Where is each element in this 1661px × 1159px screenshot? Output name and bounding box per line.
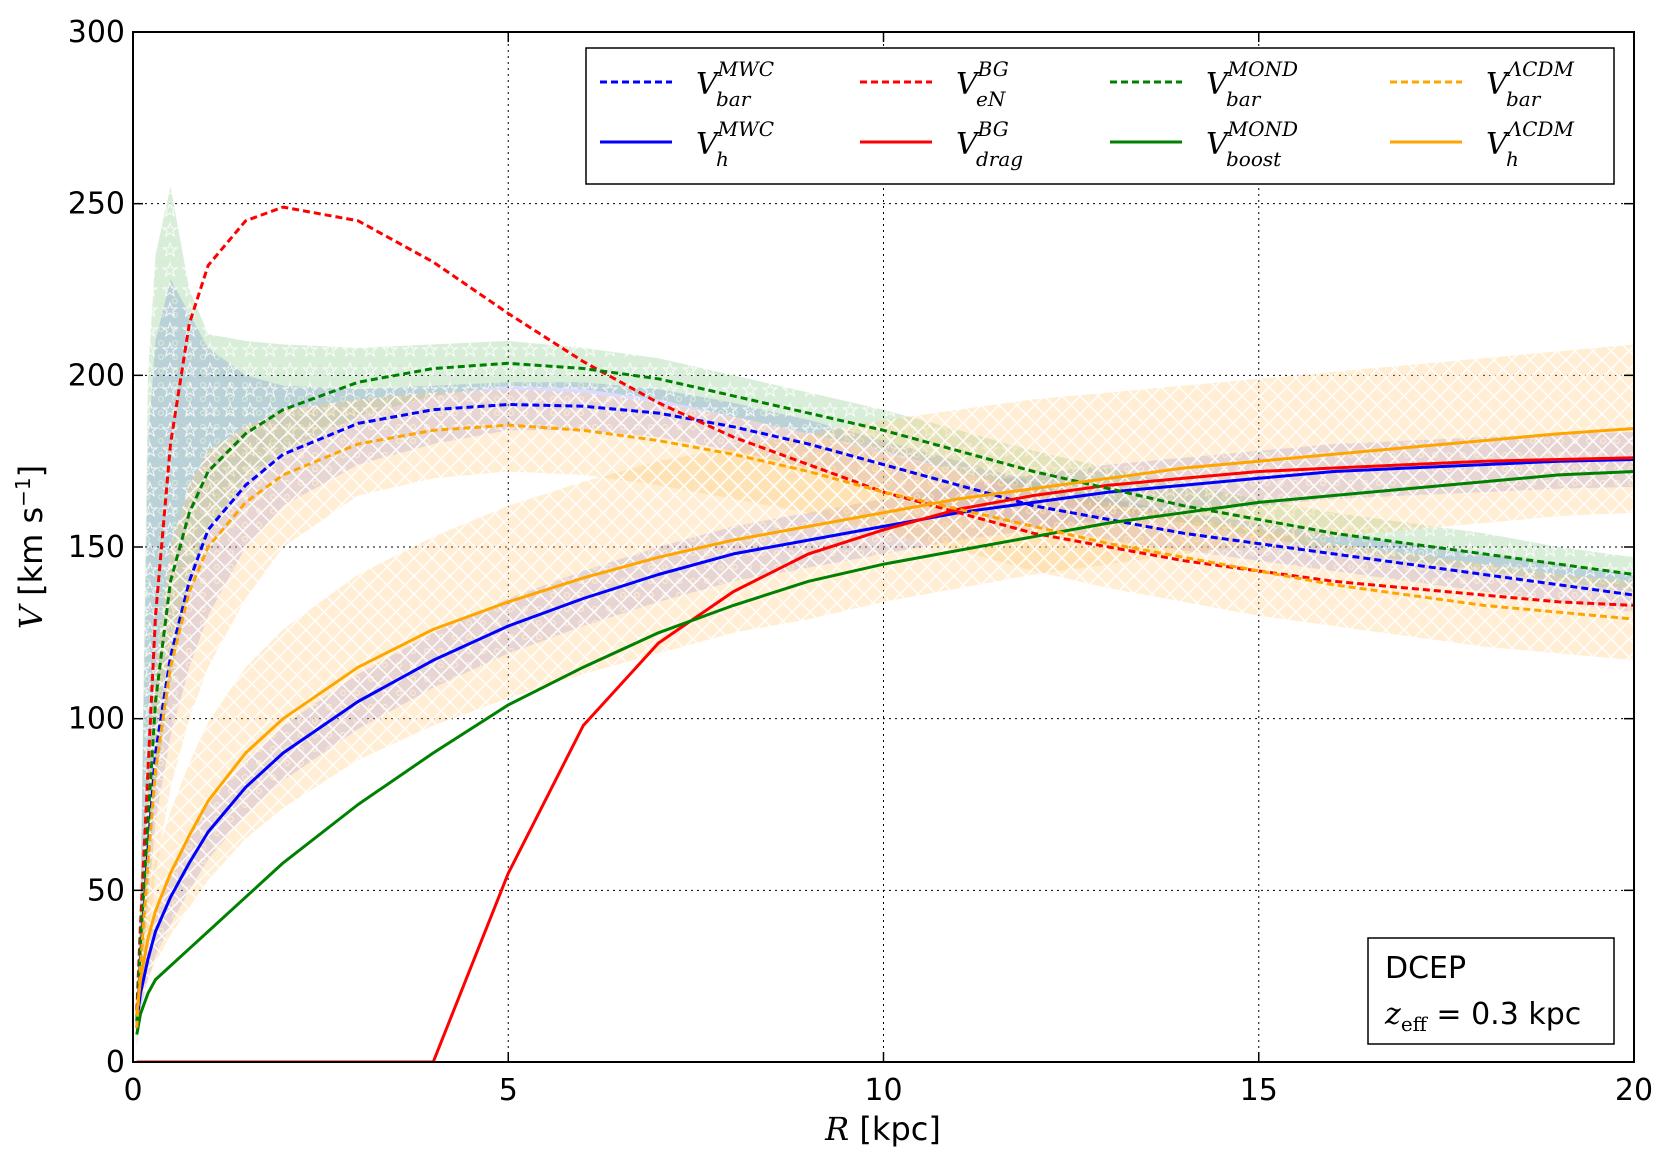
y-tick-label: 50 (87, 873, 125, 908)
y-tick-label: 200 (68, 358, 125, 393)
y-tick-label: 100 (68, 702, 125, 737)
line-mond-boost (135, 470, 1634, 1035)
legend-entry: VΛCDM bar (1486, 57, 1574, 111)
annotation-tracer: DCEP (1385, 951, 1466, 986)
band-lambdacdm-h (136, 344, 1634, 1032)
line-mond-bar (135, 361, 1634, 1021)
x-tick-label: 0 (123, 1073, 142, 1108)
legend-entry: VMOND boost (1206, 117, 1298, 171)
y-tick-label: 0 (106, 1045, 125, 1080)
legend-entry: VBG eN (956, 57, 1009, 111)
y-tick-label: 150 (68, 530, 125, 565)
legend-entry: VMWC h (696, 117, 774, 171)
annotation-height: zeff = 0.3 kpc (1384, 997, 1581, 1036)
line-lambdacdm-bar (135, 423, 1634, 1028)
x-tick-label: 20 (1615, 1073, 1653, 1108)
x-tick-label: 10 (864, 1073, 902, 1108)
line-mwc-h (135, 458, 1634, 1022)
band-lambdacdm-bar (136, 389, 1634, 1049)
legend-entry: VBG drag (956, 117, 1023, 171)
series-lines (135, 205, 1634, 1062)
line-bg-eN (135, 205, 1634, 1011)
annotation-box: DCEP zeff = 0.3 kpc (1367, 937, 1615, 1045)
y-tick-label: 300 (68, 15, 125, 50)
line-bg-drag (136, 456, 1634, 1062)
uncertainty-bands (136, 186, 1634, 1049)
line-lambdacdm-h (135, 427, 1634, 1015)
x-axis-label: R [kpc] (824, 1110, 941, 1148)
legend-box (585, 47, 1615, 185)
y-tick-label: 250 (68, 187, 125, 222)
line-mwc-bar (135, 403, 1634, 1028)
x-tick-label: 15 (1240, 1073, 1278, 1108)
legend-entry: VΛCDM h (1486, 117, 1574, 171)
y-axis-label: V [km s−1] (11, 465, 50, 629)
svg-text:V [km s−1]: V [km s−1] (11, 465, 50, 629)
legend: VMWC bar VMWC h VBG eN VBG drag VMOND bar VMOND boo… (585, 47, 1615, 185)
legend-entry: VMWC bar (696, 57, 774, 111)
x-tick-label: 5 (499, 1073, 518, 1108)
legend-entry: VMOND bar (1206, 57, 1298, 111)
